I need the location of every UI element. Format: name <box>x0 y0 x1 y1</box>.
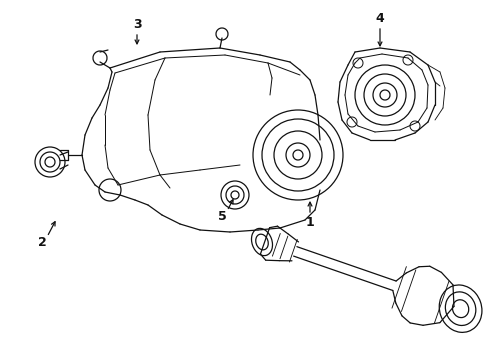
Text: 2: 2 <box>38 235 47 248</box>
Text: 4: 4 <box>376 12 384 24</box>
Text: 5: 5 <box>218 210 226 222</box>
Text: 3: 3 <box>133 18 141 31</box>
Text: 1: 1 <box>306 216 315 229</box>
